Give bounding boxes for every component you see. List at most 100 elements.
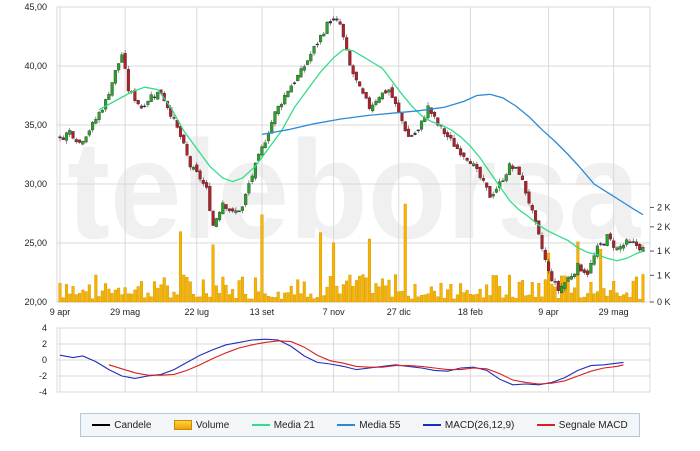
macd-tick-label: 0 xyxy=(42,355,47,365)
volume-bar xyxy=(517,281,521,303)
candle-body xyxy=(247,183,251,194)
candle-body xyxy=(494,188,498,193)
candle-body xyxy=(188,156,192,168)
candle-body xyxy=(576,263,580,276)
candle-body xyxy=(540,235,544,249)
volume-bar xyxy=(126,293,130,303)
candle-body xyxy=(446,132,450,138)
candle-body xyxy=(257,153,261,161)
price-tick-label: 20,00 xyxy=(24,297,47,307)
legend-candele[interactable]: Candele xyxy=(92,420,151,431)
candle-body xyxy=(328,21,332,24)
volume-bar xyxy=(547,252,551,303)
volume-bar xyxy=(345,280,349,303)
volume-bar xyxy=(605,295,609,303)
volume-bar xyxy=(387,279,391,303)
volume-bar xyxy=(527,294,531,303)
candle-body xyxy=(58,136,62,139)
candle-body xyxy=(61,137,65,140)
volume-bar xyxy=(589,282,593,303)
volume-bar xyxy=(97,296,101,303)
candle-body xyxy=(608,233,612,240)
legend-media21-label: Media 21 xyxy=(273,419,315,431)
candle-body xyxy=(387,89,391,93)
candle-body xyxy=(605,234,609,246)
candle-body xyxy=(234,210,238,213)
candle-body xyxy=(410,135,414,137)
candle-body xyxy=(312,46,316,54)
candle-body xyxy=(139,105,143,109)
volume-bar xyxy=(293,294,297,303)
legend-signal[interactable]: Segnale MACD xyxy=(536,420,628,431)
candle-body xyxy=(218,211,222,221)
volume-bar xyxy=(162,277,166,303)
candle-body xyxy=(201,180,205,184)
candle-body xyxy=(380,92,384,100)
volume-bar xyxy=(172,291,176,303)
candle-body xyxy=(384,90,388,94)
volume-bar xyxy=(592,293,596,303)
candle-body xyxy=(612,240,616,248)
volume-bar xyxy=(100,290,104,303)
candle-body xyxy=(615,247,619,251)
volume-bar xyxy=(84,291,88,303)
candle-body xyxy=(286,90,290,98)
volume-bar xyxy=(244,294,248,303)
candle-body xyxy=(335,18,339,21)
volume-bar xyxy=(455,294,459,303)
moving-averages xyxy=(98,48,644,262)
candle-body xyxy=(87,130,91,136)
candle-body xyxy=(621,244,626,249)
candle-body xyxy=(299,68,303,78)
volume-bar xyxy=(579,297,583,303)
volume-bar xyxy=(569,292,573,303)
candle-body xyxy=(586,270,590,275)
volume-bar xyxy=(449,284,453,303)
volume-bar xyxy=(208,296,212,303)
candle-body xyxy=(488,186,492,198)
volume-bar xyxy=(286,292,290,303)
volume-bar xyxy=(462,292,466,303)
candle-body xyxy=(602,243,606,246)
volume-bar xyxy=(494,275,498,303)
candle-body xyxy=(618,246,622,250)
candle-body xyxy=(371,104,375,112)
legend-media55[interactable]: Media 55 xyxy=(337,420,400,431)
legend-volume[interactable]: Volume xyxy=(173,420,229,431)
candle-body xyxy=(641,247,645,252)
volume-bar xyxy=(426,293,430,303)
legend-media21[interactable]: Media 21 xyxy=(251,419,315,431)
date-tick-label: 27 dic xyxy=(387,307,412,317)
volume-bar xyxy=(289,286,293,303)
date-tick-label: 29 mag xyxy=(110,307,140,317)
candle-body xyxy=(599,243,603,245)
candle-body xyxy=(133,89,137,101)
candle-body xyxy=(351,65,355,75)
volume-bar xyxy=(192,294,196,303)
volume-bar xyxy=(621,294,625,303)
candle-body xyxy=(113,70,117,84)
date-tick-label: 7 nov xyxy=(323,307,346,317)
watermark: teleborsa xyxy=(67,111,641,268)
volume-bar xyxy=(253,277,257,303)
volume-bar xyxy=(117,287,121,303)
volume-bar xyxy=(524,295,528,303)
price-tick-label: 25,00 xyxy=(24,238,47,248)
candle-body xyxy=(514,167,518,169)
candle-body xyxy=(501,180,505,182)
candle-body xyxy=(579,264,583,272)
volume-bar xyxy=(393,274,397,303)
candle-body xyxy=(152,96,157,99)
volume-bar xyxy=(348,274,352,303)
price-tick-label: 40,00 xyxy=(24,61,47,71)
candle-body xyxy=(550,271,554,282)
candle-body xyxy=(573,273,577,277)
volume-bar xyxy=(380,278,384,303)
volume-bar xyxy=(618,296,622,303)
volume-bar xyxy=(71,286,75,303)
candle-body xyxy=(595,245,599,257)
legend-macd[interactable]: MACD(26,12,9) xyxy=(422,420,514,431)
candle-body xyxy=(221,202,225,215)
volume-bar xyxy=(218,293,222,303)
volume-bar xyxy=(504,294,508,303)
